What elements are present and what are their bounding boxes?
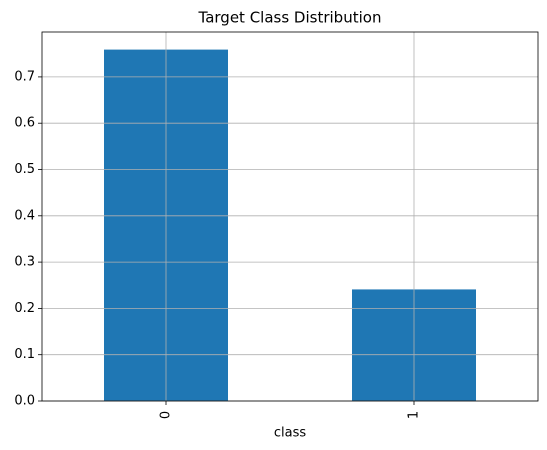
plot-frame [41, 31, 539, 402]
y-tick-label: 0.5 [14, 162, 35, 177]
y-tick-label: 0.2 [14, 301, 35, 316]
y-tick-label: 0.6 [14, 116, 35, 131]
x-tick-label: 0 [159, 411, 174, 419]
y-tick-label: 0.3 [14, 255, 35, 270]
y-tick-label: 0.0 [14, 394, 35, 409]
x-axis-label: class [274, 426, 306, 441]
x-tick-label: 1 [407, 411, 422, 419]
y-tick-label: 0.4 [14, 208, 35, 223]
y-tick-label: 0.7 [14, 69, 35, 84]
y-tick-label: 0.1 [14, 347, 35, 362]
chart-title: Target Class Distribution [198, 9, 382, 27]
